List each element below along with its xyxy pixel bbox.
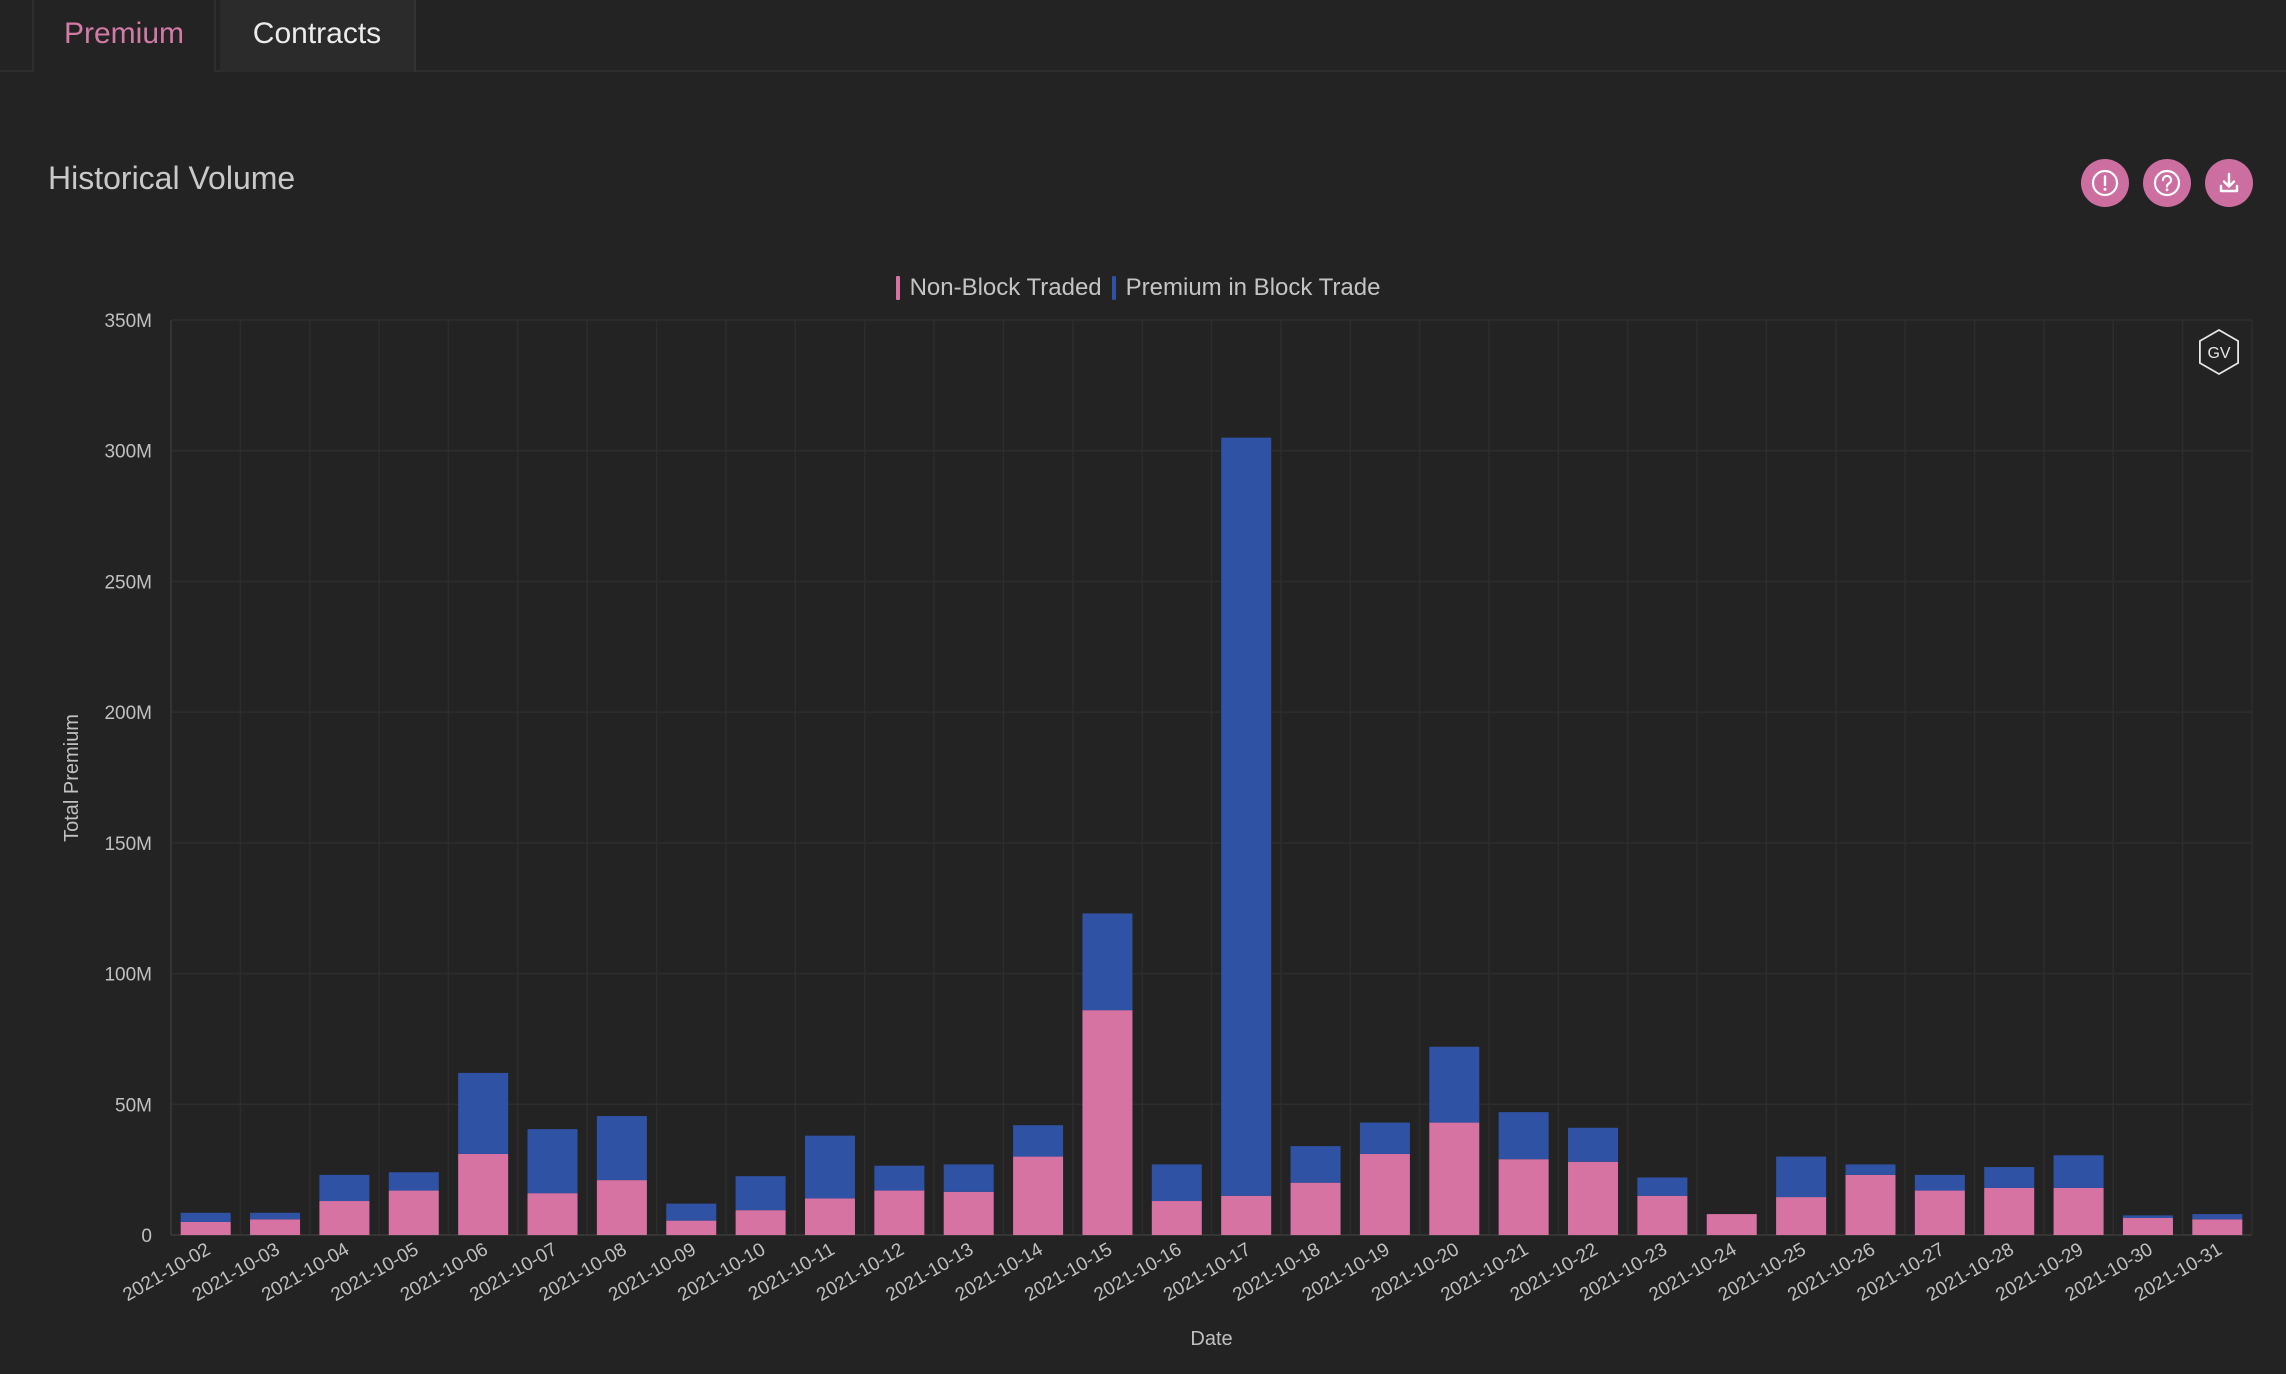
- bar-non-block[interactable]: [1498, 1159, 1549, 1235]
- bar-block-trade[interactable]: [1290, 1146, 1341, 1183]
- bar-block-trade[interactable]: [527, 1129, 578, 1194]
- bar-block-trade[interactable]: [596, 1116, 647, 1181]
- alert-button[interactable]: [2081, 159, 2129, 207]
- alert-icon: [2091, 169, 2119, 197]
- bar-non-block[interactable]: [2192, 1219, 2243, 1235]
- bar-block-trade[interactable]: [1359, 1122, 1410, 1154]
- bar-non-block[interactable]: [2053, 1187, 2104, 1235]
- bar-block-trade[interactable]: [804, 1135, 855, 1199]
- x-axis-title: Date: [1190, 1328, 1232, 1350]
- bar-non-block[interactable]: [319, 1201, 370, 1235]
- bar-block-trade[interactable]: [1429, 1046, 1480, 1123]
- bar-block-trade[interactable]: [250, 1212, 301, 1220]
- bar-non-block[interactable]: [1568, 1161, 1619, 1235]
- y-tick-label: 250M: [104, 572, 152, 593]
- bar-block-trade[interactable]: [874, 1165, 925, 1191]
- bar-non-block[interactable]: [458, 1153, 509, 1235]
- bar-block-trade[interactable]: [180, 1212, 231, 1222]
- bar-non-block[interactable]: [180, 1221, 231, 1235]
- legend-label-block: Premium in Block Trade: [1125, 274, 1381, 301]
- bar-non-block[interactable]: [1637, 1195, 1688, 1235]
- tab-premium[interactable]: Premium: [32, 0, 216, 72]
- legend-swatch-non-block: [895, 276, 900, 300]
- bar-block-trade[interactable]: [2053, 1155, 2104, 1188]
- legend-item-non-block[interactable]: Non-Block Traded: [895, 274, 1102, 302]
- download-icon: [2219, 172, 2239, 193]
- y-tick-label: 100M: [104, 965, 152, 986]
- bar-non-block[interactable]: [1984, 1187, 2035, 1235]
- bar-non-block[interactable]: [735, 1210, 786, 1235]
- bar-block-trade[interactable]: [1776, 1156, 1827, 1198]
- chart-legend: Non-Block Traded Premium in Block Trade: [0, 274, 2286, 302]
- bar-non-block[interactable]: [1013, 1156, 1064, 1235]
- legend-swatch-block: [1111, 276, 1116, 300]
- watermark-logo: [2198, 328, 2240, 376]
- bar-block-trade[interactable]: [1845, 1164, 1896, 1175]
- bar-non-block[interactable]: [1221, 1195, 1272, 1235]
- y-tick-label: 50M: [115, 1095, 152, 1116]
- bar-non-block[interactable]: [1706, 1214, 1757, 1235]
- y-axis-title: Total Premium: [61, 714, 83, 842]
- bar-non-block[interactable]: [596, 1180, 647, 1235]
- legend-item-block[interactable]: Premium in Block Trade: [1111, 274, 1381, 302]
- bar-block-trade[interactable]: [458, 1072, 509, 1154]
- y-tick-label: 200M: [104, 703, 152, 724]
- bar-block-trade[interactable]: [1637, 1177, 1688, 1196]
- bar-block-trade[interactable]: [666, 1203, 717, 1221]
- bar-non-block[interactable]: [388, 1190, 439, 1235]
- bar-non-block[interactable]: [804, 1198, 855, 1235]
- bar-non-block[interactable]: [1845, 1174, 1896, 1235]
- bar-block-trade[interactable]: [1568, 1127, 1619, 1162]
- tab-contracts[interactable]: Contracts: [220, 0, 416, 72]
- y-tick-label: 300M: [104, 442, 152, 463]
- help-icon: [2153, 169, 2181, 197]
- bar-non-block[interactable]: [1914, 1190, 1965, 1235]
- bar-block-trade[interactable]: [943, 1164, 994, 1192]
- bar-non-block[interactable]: [1776, 1197, 1827, 1235]
- bar-block-trade[interactable]: [1013, 1125, 1064, 1157]
- bar-block-trade[interactable]: [1984, 1167, 2035, 1188]
- watermark-text: GV: [2207, 345, 2230, 362]
- bar-block-trade[interactable]: [2122, 1215, 2173, 1219]
- y-tick-label: 350M: [104, 311, 152, 332]
- bar-block-trade[interactable]: [735, 1176, 786, 1211]
- bar-block-trade[interactable]: [1498, 1112, 1549, 1160]
- bar-block-trade[interactable]: [1082, 913, 1133, 1011]
- bar-non-block[interactable]: [2122, 1218, 2173, 1235]
- y-tick-label: 150M: [104, 834, 152, 855]
- bar-non-block[interactable]: [1429, 1122, 1480, 1235]
- tab-bar: Premium Contracts: [0, 0, 2286, 72]
- bar-non-block[interactable]: [943, 1191, 994, 1235]
- bar-non-block[interactable]: [1151, 1201, 1202, 1235]
- legend-label-non-block: Non-Block Traded: [909, 274, 1102, 301]
- bar-block-trade[interactable]: [1221, 437, 1272, 1196]
- y-tick-label: 0: [141, 1226, 152, 1247]
- bar-non-block[interactable]: [1290, 1182, 1341, 1235]
- help-button[interactable]: [2143, 159, 2191, 207]
- bar-non-block[interactable]: [527, 1193, 578, 1235]
- download-button[interactable]: [2205, 159, 2253, 207]
- bar-non-block[interactable]: [1082, 1010, 1133, 1235]
- panel-title: Historical Volume: [48, 160, 296, 196]
- bar-block-trade[interactable]: [2192, 1214, 2243, 1220]
- bar-block-trade[interactable]: [1914, 1174, 1965, 1191]
- bar-non-block[interactable]: [874, 1190, 925, 1235]
- bar-block-trade[interactable]: [319, 1174, 370, 1202]
- bar-non-block[interactable]: [250, 1219, 301, 1235]
- bar-block-trade[interactable]: [388, 1172, 439, 1191]
- bar-non-block[interactable]: [1359, 1153, 1410, 1235]
- bar-non-block[interactable]: [666, 1220, 717, 1235]
- bar-block-trade[interactable]: [1151, 1164, 1202, 1202]
